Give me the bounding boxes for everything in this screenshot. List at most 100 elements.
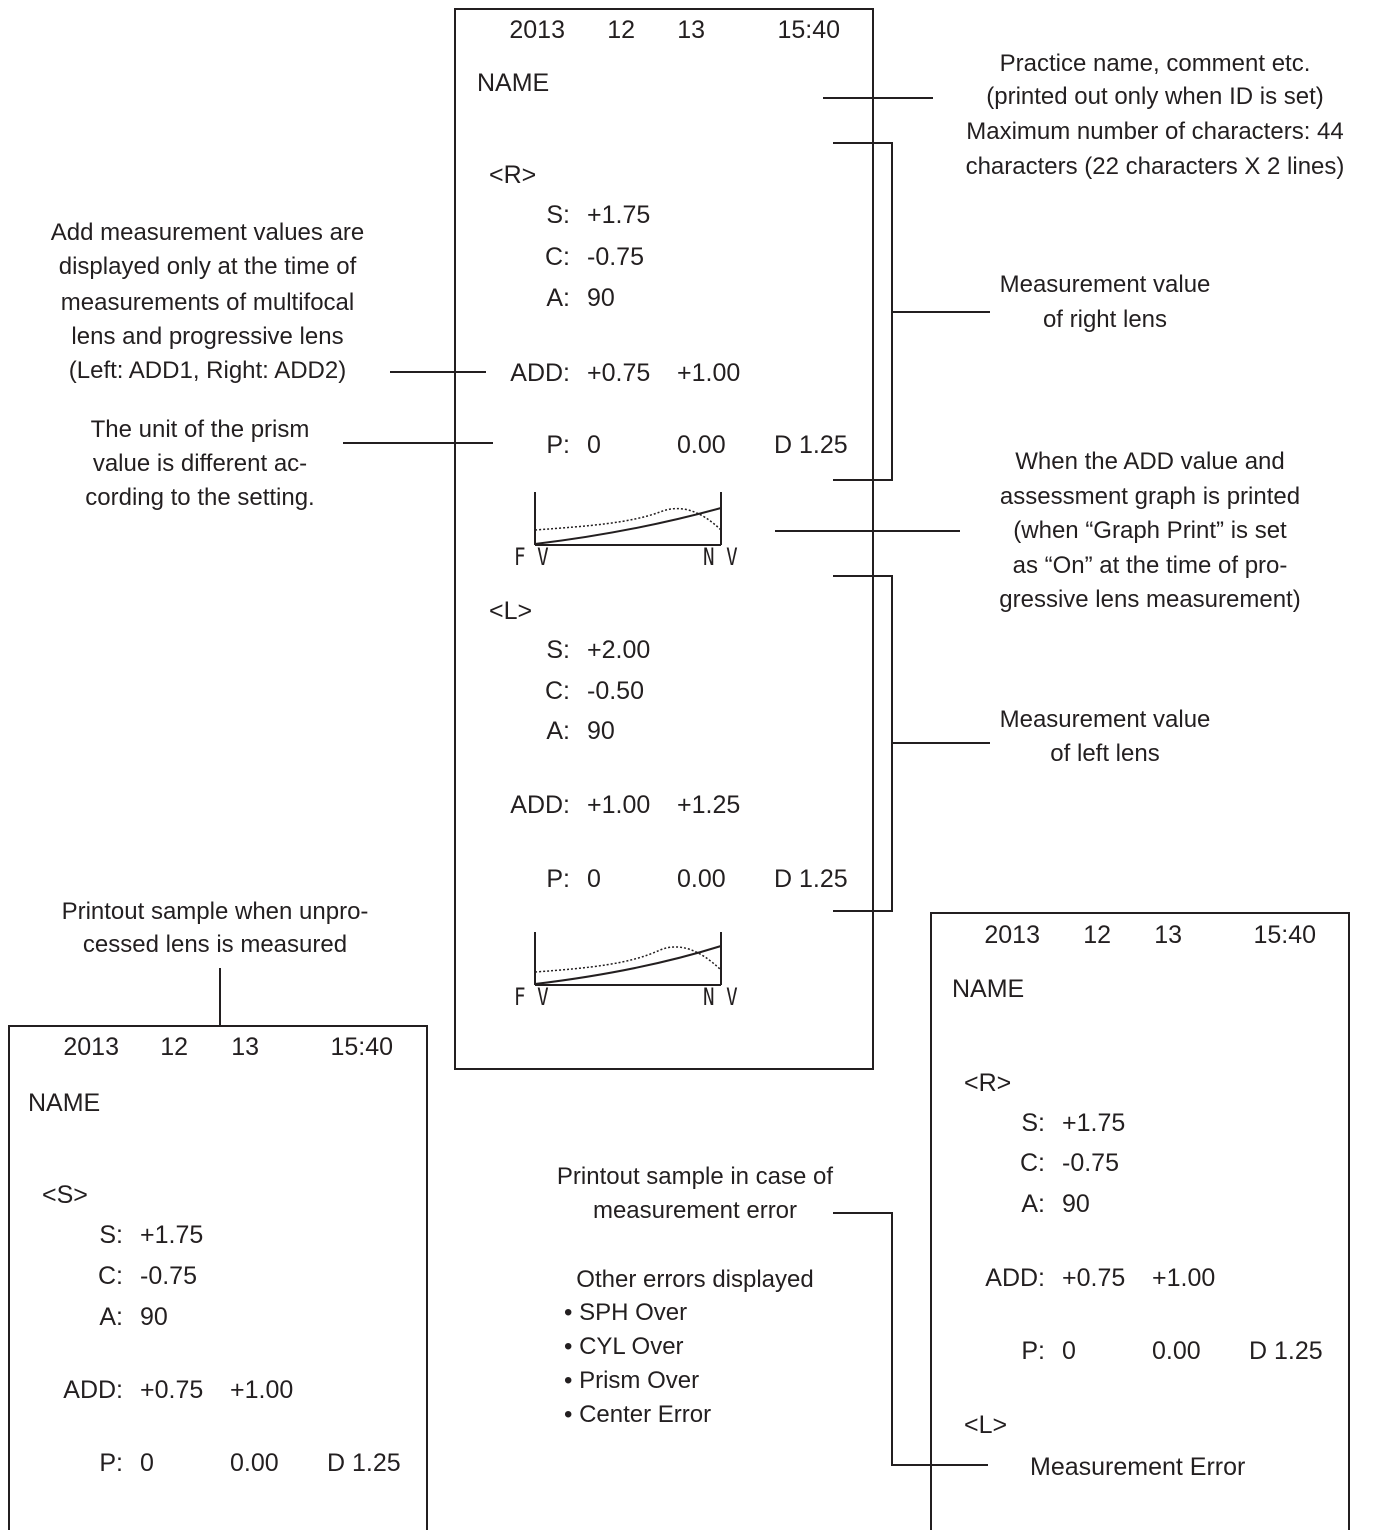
right-add-graph [534, 492, 722, 546]
p-label: P: [546, 865, 570, 893]
p-label: P: [1021, 1337, 1045, 1365]
c-label: C: [545, 677, 570, 705]
graph-print-note-4: as “On” at the time of pro- [1012, 552, 1288, 579]
graph-left-label: F V [514, 543, 549, 571]
p1-value: 0 [587, 431, 601, 459]
c-value: -0.75 [587, 243, 644, 271]
left-lens-note-1: Measurement value [999, 706, 1211, 733]
s-value: +2.00 [587, 636, 651, 664]
time: 15:40 [330, 1033, 393, 1061]
add1-value: +0.75 [140, 1376, 204, 1404]
p3-value: D 1.25 [1249, 1337, 1323, 1365]
other-errors-item: • Center Error [564, 1401, 712, 1428]
right-lens-note-2: of right lens [1042, 306, 1168, 333]
graph-right-label: N V [703, 983, 738, 1011]
add2-value: +1.25 [677, 791, 741, 819]
date-year: 2013 [509, 16, 565, 44]
s-value: +1.75 [140, 1221, 204, 1249]
add-label: ADD: [985, 1264, 1045, 1292]
right-lens-bracket [833, 142, 990, 481]
unprocessed-caption-line2: cessed lens is measured [82, 931, 348, 958]
practice-name-note-4: characters (22 characters X 2 lines) [965, 153, 1345, 180]
graph-print-note-1: When the ADD value and [1015, 448, 1285, 475]
add-values-note-4: lens and progressive lens [71, 323, 344, 350]
main-printout [454, 8, 874, 1070]
p-label: P: [99, 1449, 123, 1477]
a-value: 90 [1062, 1190, 1090, 1218]
prism-unit-note-3: cording to the setting. [85, 484, 315, 511]
error-caption-1: Printout sample in case of [556, 1163, 834, 1190]
a-label: A: [546, 284, 570, 312]
p2-value: 0.00 [230, 1449, 279, 1477]
practice-name-note-2: (printed out only when ID is set) [986, 83, 1324, 110]
left-lens-bracket [833, 575, 990, 912]
a-value: 90 [587, 284, 615, 312]
p-label: P: [546, 431, 570, 459]
date-month: 12 [160, 1033, 188, 1061]
p3-value: D 1.25 [327, 1449, 401, 1477]
left-lens-header: <L> [964, 1411, 1008, 1439]
date-day: 13 [677, 16, 705, 44]
time: 15:40 [777, 16, 840, 44]
right-lens-header: <R> [964, 1069, 1012, 1097]
p2-value: 0.00 [1152, 1337, 1201, 1365]
measurement-error-text: Measurement Error [1030, 1453, 1246, 1481]
add-label: ADD: [510, 791, 570, 819]
c-label: C: [1020, 1149, 1045, 1177]
a-label: A: [546, 717, 570, 745]
c-value: -0.75 [1062, 1149, 1119, 1177]
unprocessed-printout [8, 1025, 428, 1530]
add-values-note-2: displayed only at the time of [58, 253, 357, 280]
p1-value: 0 [140, 1449, 154, 1477]
s-label: S: [99, 1221, 123, 1249]
s-label: S: [546, 201, 570, 229]
add2-value: +1.00 [230, 1376, 294, 1404]
add2-value: +1.00 [1152, 1264, 1216, 1292]
c-value: -0.75 [140, 1262, 197, 1290]
time: 15:40 [1253, 921, 1316, 949]
s-label: S: [546, 636, 570, 664]
error-caption-leader [833, 1212, 988, 1466]
graph-print-leader [775, 530, 960, 532]
name-field: NAME [952, 975, 1025, 1003]
name-field: NAME [28, 1089, 101, 1117]
other-errors-text: Prism Over [579, 1367, 700, 1394]
other-errors-text: SPH Over [579, 1299, 688, 1326]
date-month: 12 [607, 16, 635, 44]
add2-value: +1.00 [677, 359, 741, 387]
left-lens-header: <L> [489, 597, 533, 625]
left-add-graph [534, 932, 722, 986]
add-values-note-1: Add measurement values are [50, 219, 365, 246]
prism-unit-leader [343, 442, 493, 444]
single-lens-header: <S> [42, 1181, 88, 1209]
prism-unit-note-1: The unit of the prism [90, 416, 310, 443]
add-values-note-5: (Left: ADD1, Right: ADD2) [68, 357, 347, 384]
other-errors-text: Center Error [579, 1401, 712, 1428]
error-caption-2: measurement error [592, 1197, 798, 1224]
error-printout [930, 912, 1350, 1530]
p3-value: D 1.25 [774, 431, 848, 459]
graph-print-note-2: assessment graph is printed [999, 483, 1301, 510]
p2-value: 0.00 [677, 431, 726, 459]
add1-value: +0.75 [1062, 1264, 1126, 1292]
p1-value: 0 [1062, 1337, 1076, 1365]
a-label: A: [1021, 1190, 1045, 1218]
s-label: S: [1021, 1109, 1045, 1137]
p3-value: D 1.25 [774, 865, 848, 893]
other-errors-title: Other errors displayed [576, 1266, 814, 1293]
a-value: 90 [587, 717, 615, 745]
add1-value: +0.75 [587, 359, 651, 387]
date-month: 12 [1083, 921, 1111, 949]
graph-print-note-5: gressive lens measurement) [999, 586, 1301, 613]
other-errors-text: CYL Over [579, 1333, 684, 1360]
add1-value: +1.00 [587, 791, 651, 819]
add-values-note-3: measurements of multifocal [60, 289, 355, 316]
c-value: -0.50 [587, 677, 644, 705]
name-field: NAME [477, 69, 550, 97]
other-errors-item: • SPH Over [564, 1299, 688, 1326]
date-day: 13 [1154, 921, 1182, 949]
date-day: 13 [231, 1033, 259, 1061]
c-label: C: [545, 243, 570, 271]
other-errors-item: • CYL Over [564, 1333, 684, 1360]
graph-left-label: F V [514, 983, 549, 1011]
